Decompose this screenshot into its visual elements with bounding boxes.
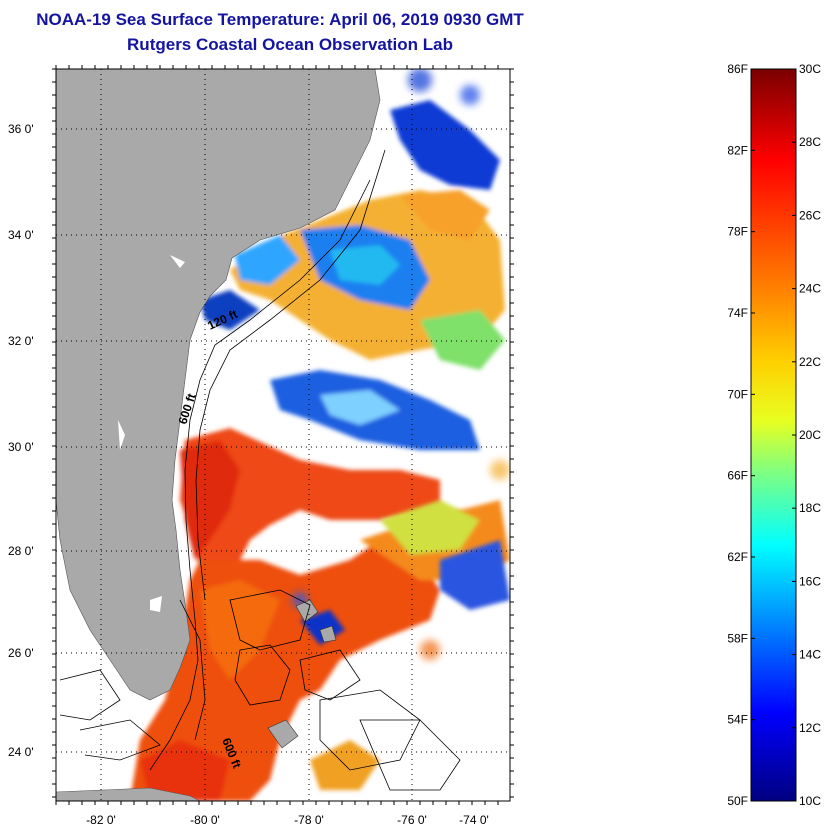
lon-label-82: -82 0': [86, 813, 116, 827]
lon-label-80: -80 0': [190, 813, 220, 827]
celsius-labels: 30C 28C 26C 24C 22C 20C 18C 16C 14C 12C 10C: [799, 62, 821, 808]
colorbar-c-label: 26C: [799, 208, 821, 222]
colorbar-c-label: 28C: [799, 135, 821, 149]
temperature-colorbar: 86F 82F 78F 74F 70F 66F 62F 58F 54F 50F 30C 28C 26C…: [727, 62, 821, 808]
sst-speckle: [292, 69, 510, 660]
lat-label-36: 36 0': [8, 122, 34, 136]
map-frame: [55, 68, 511, 802]
colorbar-f-label: 54F: [727, 713, 748, 727]
colorbar-f-label: 70F: [727, 387, 748, 401]
land-mass: [56, 69, 381, 701]
colorbar-f-label: 66F: [727, 469, 748, 483]
colorbar-c-label: 24C: [799, 282, 821, 296]
lat-label-24: 24 0': [8, 745, 34, 759]
colorbar-c-label: 20C: [799, 428, 821, 442]
sst-map: 120 ft 600 ft 600 ft 36 0' 34 0' 32 0' 3…: [8, 65, 514, 827]
colorbar-c-label: 12C: [799, 721, 821, 735]
latitude-labels: 36 0' 34 0' 32 0' 30 0' 28 0' 26 0' 24 0…: [8, 122, 34, 759]
colorbar-c-label: 30C: [799, 62, 821, 76]
colorbar-c-label: 10C: [799, 794, 821, 808]
lon-label-78: -78 0': [294, 813, 324, 827]
lat-label-34: 34 0': [8, 228, 34, 242]
fahrenheit-labels: 86F 82F 78F 74F 70F 66F 62F 58F 54F 50F: [727, 62, 748, 808]
lat-label-30: 30 0': [8, 440, 34, 454]
lat-label-28: 28 0': [8, 544, 34, 558]
lat-label-32: 32 0': [8, 334, 34, 348]
colorbar-f-label: 86F: [727, 62, 748, 76]
colorbar-c-label: 22C: [799, 355, 821, 369]
sst-cool-region: [200, 100, 510, 790]
colorbar-c-label: 16C: [799, 574, 821, 588]
colorbar-c-label: 14C: [799, 648, 821, 662]
graticule: [56, 69, 510, 801]
longitude-labels: -82 0' -80 0' -78 0' -76 0' -74 0': [86, 813, 489, 827]
lat-label-26: 26 0': [8, 646, 34, 660]
colorbar-f-label: 78F: [727, 225, 748, 239]
map-tick-marks: [52, 65, 514, 805]
lon-label-74: -74 0': [459, 813, 489, 827]
colorbar-ticks: [751, 68, 796, 802]
isobath-contours: [59, 149, 461, 791]
colorbar-f-label: 58F: [727, 631, 748, 645]
lon-label-76: -76 0': [397, 813, 427, 827]
colorbar-gradient: [750, 68, 797, 802]
colorbar-f-label: 62F: [727, 550, 748, 564]
title-line-2: Rutgers Coastal Ocean Observation Lab: [127, 35, 453, 54]
colorbar-f-label: 74F: [727, 306, 748, 320]
colorbar-c-label: 18C: [799, 501, 821, 515]
title-line-1: NOAA-19 Sea Surface Temperature: April 0…: [36, 10, 524, 29]
colorbar-f-label: 82F: [727, 143, 748, 157]
colorbar-f-label: 50F: [727, 794, 748, 808]
